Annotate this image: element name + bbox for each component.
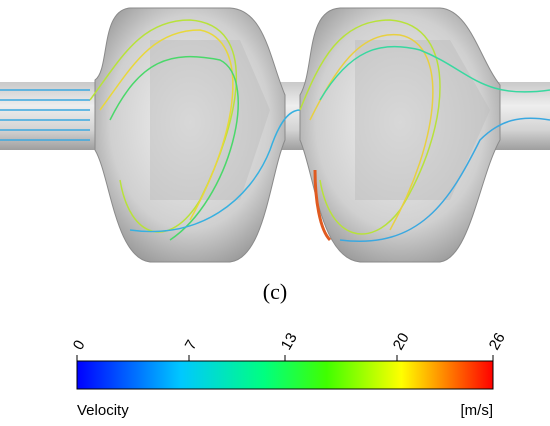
tick-label: 20 (390, 330, 413, 353)
cone (150, 40, 270, 200)
caption: (c) (263, 279, 287, 304)
colorbar-unit: [m/s] (461, 402, 494, 419)
colorbar-label: Velocity (77, 402, 129, 419)
tick-label: 26 (486, 330, 509, 353)
tick-label: 7 (182, 337, 201, 353)
colorbar (76, 360, 494, 390)
tick-label: 13 (278, 330, 301, 353)
streamlines (0, 19, 550, 242)
cfd-render (0, 7, 550, 263)
tick-label: 0 (70, 337, 89, 353)
cone (355, 40, 490, 200)
